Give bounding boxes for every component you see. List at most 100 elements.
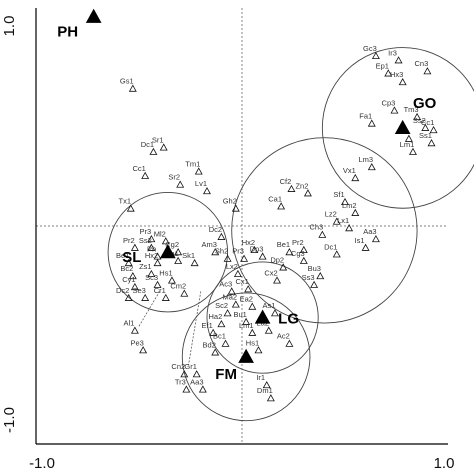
point-marker (223, 254, 232, 262)
point-marker (203, 186, 211, 195)
point-label: Lv1 (195, 179, 207, 188)
point-marker (279, 263, 288, 271)
point-marker (316, 272, 325, 280)
point-marker (429, 125, 438, 134)
x-tick-label-min: -1.0 (29, 455, 55, 472)
point-marker (423, 67, 432, 75)
point-label: Hx2 (242, 238, 255, 247)
point-marker (384, 69, 393, 77)
point-marker (221, 339, 230, 347)
point-marker (227, 287, 236, 295)
point-marker (147, 234, 156, 243)
point-label: Cg3 (291, 249, 305, 258)
point-label: Pr2 (123, 236, 135, 245)
point-label: Ea2 (240, 295, 253, 304)
point-label: Ir1 (256, 373, 265, 382)
point-label: Ef1 (202, 321, 213, 330)
point-label: Cc1 (133, 164, 146, 173)
point-label: Sh2 (215, 247, 228, 256)
point-marker (310, 280, 319, 288)
point-label: Pr2 (292, 238, 304, 247)
point-label: Sf1 (333, 190, 344, 199)
centroid-lg (254, 309, 271, 324)
point-label: As1 (262, 301, 275, 310)
point-label: Hx2 (145, 251, 158, 260)
point-label: Pr3 (232, 247, 244, 256)
point-label: Ac2 (277, 332, 290, 341)
point-label: Ch3 (309, 223, 323, 232)
point-label: Ss2 (139, 236, 152, 245)
point-label: Cp3 (382, 98, 396, 107)
point-label: Cc1 (421, 118, 434, 127)
circle-sl (107, 191, 229, 313)
point-label: Ss2 (413, 116, 426, 125)
point-label: Gr1 (184, 362, 197, 371)
point-label: Lx1 (337, 216, 349, 225)
point-marker (231, 300, 240, 308)
point-marker (182, 385, 191, 393)
point-label: Tm3 (404, 105, 419, 114)
point-marker (318, 230, 327, 238)
point-marker (149, 147, 158, 155)
point-label: Hx3 (390, 70, 403, 79)
point-marker (174, 248, 183, 256)
point-marker (285, 339, 294, 347)
point-label: Am3 (202, 240, 217, 249)
point-marker (141, 171, 150, 179)
point-marker (240, 254, 249, 262)
point-marker (248, 328, 257, 336)
point-marker (277, 202, 286, 210)
point-marker (231, 204, 240, 212)
point-label: Pr3 (140, 227, 152, 236)
point-label: Sr2 (168, 173, 180, 182)
point-marker (153, 280, 162, 288)
point-marker (128, 272, 137, 280)
point-label: Lm1 (239, 321, 254, 330)
point-label: Dc2 (116, 286, 129, 295)
point-marker (390, 106, 399, 114)
point-marker (130, 326, 139, 334)
point-label: Dm1 (257, 386, 273, 395)
circle-lg (206, 261, 319, 374)
point-label: Lz2 (325, 210, 337, 219)
point-label: Cm2 (170, 282, 186, 291)
point-label: Ir3 (388, 48, 397, 57)
point-marker (404, 134, 413, 142)
point-marker (345, 224, 354, 232)
point-label: Lm3 (358, 155, 373, 164)
point-label: Ss1 (419, 131, 432, 140)
point-marker (361, 243, 370, 251)
point-marker (409, 147, 417, 155)
point-label: Ac3 (219, 279, 232, 288)
point-marker (161, 293, 170, 301)
point-marker (130, 243, 139, 251)
point-marker (217, 319, 226, 328)
point-marker (367, 119, 376, 127)
point-label: Tr3 (175, 378, 186, 387)
point-label: Ph (147, 245, 156, 254)
point-label: Aa3 (363, 227, 376, 236)
point-label: Sc2 (215, 301, 228, 310)
point-marker (398, 77, 407, 86)
point-marker (167, 276, 176, 284)
point-marker (159, 143, 168, 151)
point-label: Pe3 (130, 338, 143, 347)
point-marker (128, 84, 137, 92)
point-label: Ma2 (223, 292, 238, 301)
point-label: Be1 (277, 240, 290, 249)
point-marker (139, 346, 148, 354)
point-marker (209, 328, 218, 336)
point-marker (351, 208, 360, 216)
point-marker (273, 276, 281, 284)
zero-lines (36, 8, 448, 444)
point-label: Cr1 (154, 286, 166, 295)
y-tick-label-min: -1.0 (1, 407, 18, 433)
point-label: Cn3 (415, 59, 429, 68)
point-label: Sr1 (152, 136, 164, 145)
point-marker (303, 189, 312, 197)
point-marker (141, 293, 150, 301)
point-marker (264, 326, 273, 334)
point-marker (223, 309, 232, 317)
